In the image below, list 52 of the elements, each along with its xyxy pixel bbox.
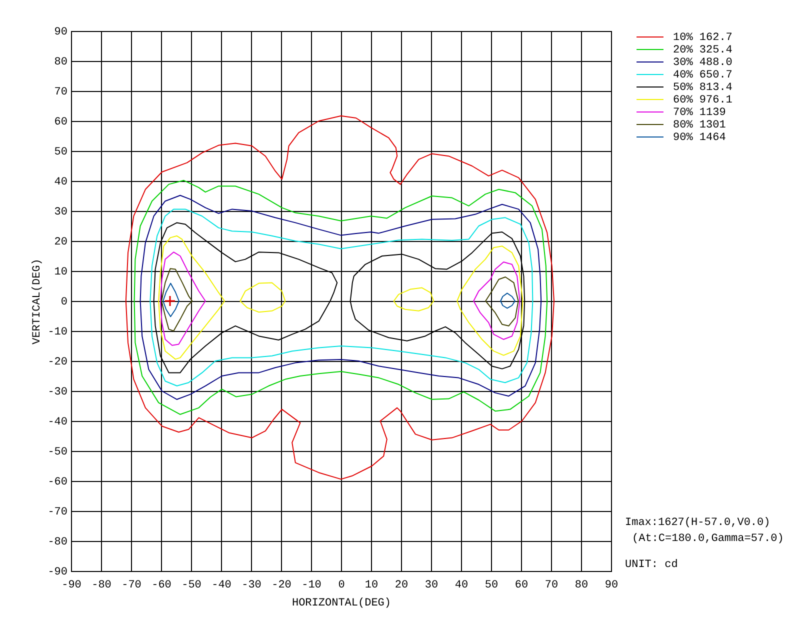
x-tick-label: 80 [574,580,588,592]
y-tick-label: -40 [48,416,68,428]
legend-label: 30% 488.0 [673,57,732,69]
y-tick-label: 70 [54,86,68,98]
y-tick-label: -10 [48,326,68,338]
y-tick-label: -50 [48,446,68,458]
x-axis-title: HORIZONTAL(DEG) [292,598,392,610]
x-tick-label: -50 [182,580,202,592]
y-tick-label: 20 [54,236,68,248]
y-tick-label: 40 [54,176,68,188]
y-tick-label: 10 [54,266,68,278]
text: (At:C=180.0,Gamma=57.0) [632,532,784,546]
x-tick-label: 10 [364,580,378,592]
y-tick-label: -80 [48,536,68,548]
y-tick-label: 0 [60,296,68,308]
y-tick-label: 90 [54,26,68,38]
legend-label: 10% 162.7 [673,32,732,44]
legend-label: 60% 976.1 [673,94,733,106]
text: Imax:1627(H-57.0,V0.0) [625,516,770,530]
x-tick-label: -60 [152,580,172,592]
y-tick-label: 60 [54,116,68,128]
y-tick-label: -70 [48,506,68,518]
y-tick-label: 50 [54,146,68,158]
x-tick-label: 60 [514,580,528,592]
text: UNIT: cd [625,558,678,572]
legend-label: 50% 813.4 [673,82,733,94]
x-tick-label: -70 [122,580,142,592]
x-tick-label: 40 [454,580,468,592]
legend-label: 80% 1301 [673,120,726,132]
x-tick-label: -80 [92,580,112,592]
y-tick-label: -60 [48,476,68,488]
y-tick-label: 30 [54,206,68,218]
x-tick-label: 50 [484,580,498,592]
x-tick-label: 20 [394,580,408,592]
x-tick-label: -10 [302,580,322,592]
x-tick-label: -20 [272,580,292,592]
x-tick-label: 0 [338,580,345,592]
legend-label: 90% 1464 [673,132,726,144]
y-tick-label: -20 [48,356,68,368]
legend-label: 70% 1139 [673,107,726,119]
y-tick-label: 80 [54,56,68,68]
x-tick-label: 30 [424,580,438,592]
y-axis-title: VERTICAL(DEG) [32,258,44,344]
x-tick-label: -90 [62,580,82,592]
x-tick-label: -40 [212,580,232,592]
legend-label: 40% 650.7 [673,70,732,82]
legend-label: 20% 325.4 [673,44,733,56]
x-tick-label: -30 [242,580,262,592]
y-tick-label: -30 [48,386,68,398]
x-tick-label: 90 [604,580,618,592]
y-tick-label: -90 [48,566,68,578]
x-tick-label: 70 [544,580,558,592]
